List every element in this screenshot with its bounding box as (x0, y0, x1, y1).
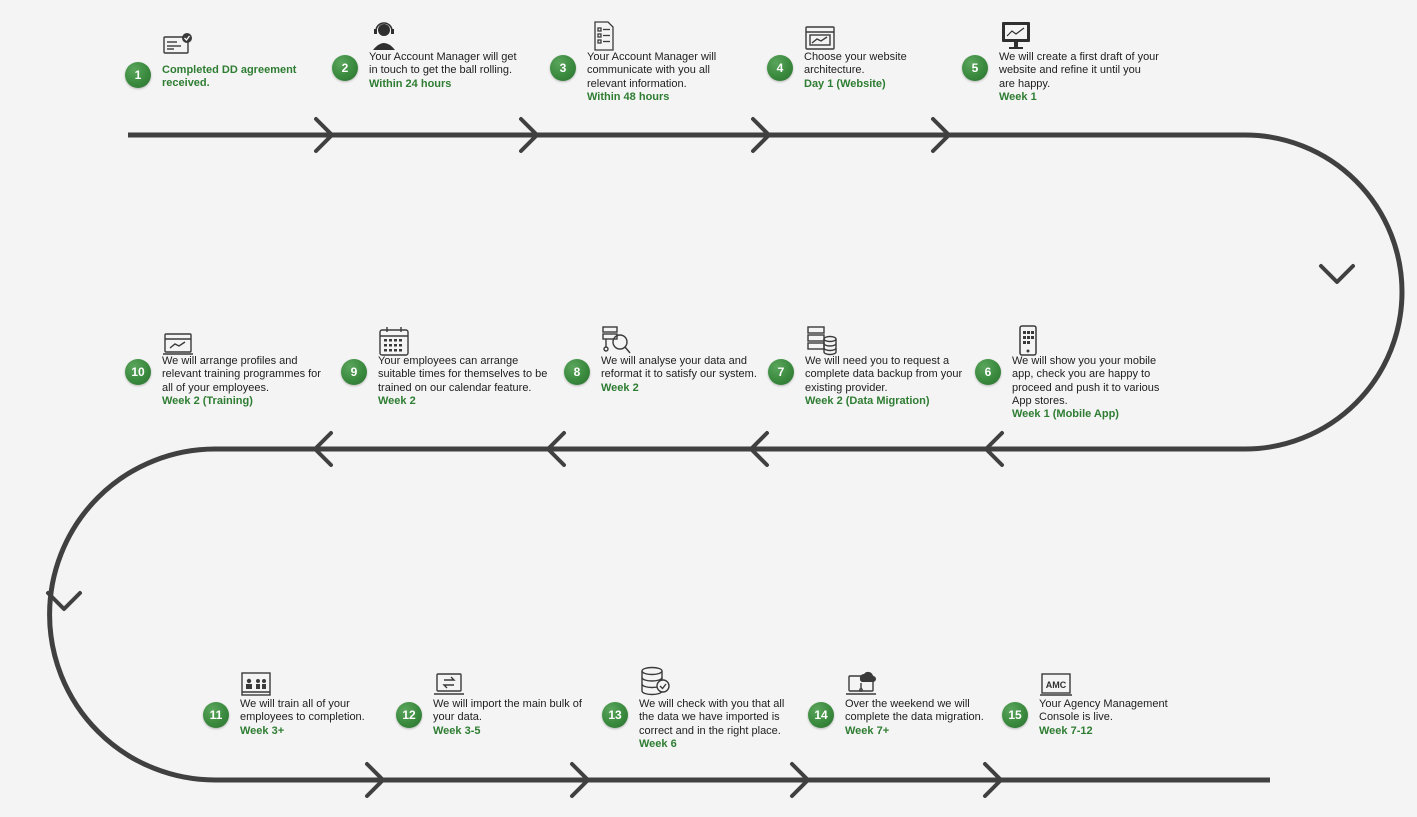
data-analysis-magnifier-icon (601, 325, 633, 355)
step-1-badge: 1 (125, 62, 151, 88)
step-4-description: Choose your website architecture. (804, 51, 907, 77)
step-12-description: We will import the main bulk of your dat… (433, 698, 582, 724)
amc-console-icon: AMC (1040, 671, 1072, 701)
step-7-description: We will need you to request a complete d… (805, 355, 963, 394)
step-12-timing: Week 3-5 (433, 724, 481, 737)
laptop-transfer-icon (433, 671, 465, 701)
arrow-left-chevron (546, 431, 566, 467)
arrow-down-chevron (46, 591, 82, 611)
step-11-timing: Week 3+ (240, 724, 285, 737)
arrow-right-chevron (570, 762, 590, 798)
step-3-timing: Within 48 hours (587, 90, 670, 103)
arrow-left-chevron (313, 431, 333, 467)
arrow-down-chevron (1319, 264, 1355, 284)
step-8-badge: 8 (564, 359, 590, 385)
step-10-timing: Week 2 (Training) (162, 394, 253, 407)
arrow-right-chevron (751, 117, 771, 153)
step-8-description: We will analyse your data and reformat i… (601, 355, 757, 381)
amc-icon-label: AMC (1046, 680, 1067, 690)
step-6-description: We will show you your mobile app, check … (1012, 355, 1160, 407)
step-2-description: Your Account Manager will get in touch t… (369, 51, 517, 77)
step-15-timing: Week 7-12 (1039, 724, 1093, 737)
step-9-timing: Week 2 (378, 394, 416, 407)
step-2-timing: Within 24 hours (369, 77, 452, 90)
arrow-left-chevron (984, 431, 1004, 467)
arrow-right-chevron (365, 762, 385, 798)
arrow-right-chevron (983, 762, 1003, 798)
step-9-description: Your employees can arrange suitable time… (378, 355, 548, 394)
website-browser-icon (804, 22, 836, 52)
step-9-badge: 9 (341, 359, 367, 385)
step-4-badge: 4 (767, 55, 793, 81)
step-15-badge: 15 (1002, 702, 1028, 728)
desktop-monitor-icon (1000, 20, 1032, 50)
step-6-timing: Week 1 (Mobile App) (1012, 408, 1119, 421)
server-database-icon (806, 325, 838, 356)
step-12-badge: 12 (396, 702, 422, 728)
account-manager-headset-icon (368, 20, 400, 50)
step-10-description: We will arrange profiles and relevant tr… (162, 355, 321, 394)
step-5-timing: Week 1 (999, 90, 1037, 103)
step-1-description: Completed DD agreement received. (162, 64, 297, 90)
step-14-description: Over the weekend we will complete the da… (845, 698, 984, 724)
step-14-badge: 14 (808, 702, 834, 728)
step-11-description: We will train all of your employees to c… (240, 698, 365, 724)
step-14-timing: Week 7+ (845, 724, 890, 737)
agreement-card-icon (162, 31, 194, 61)
arrow-right-chevron (931, 117, 951, 153)
step-8-timing: Week 2 (601, 381, 639, 394)
step-6-badge: 6 (975, 359, 1001, 385)
checklist-document-icon (588, 20, 620, 51)
mobile-phone-icon (1012, 325, 1044, 356)
calendar-icon (378, 326, 410, 356)
cloud-laptop-icon (846, 668, 878, 698)
step-4-timing: Day 1 (Website) (804, 77, 886, 90)
arrow-left-chevron (749, 431, 769, 467)
step-15-description: Your Agency Management Console is live. (1039, 698, 1168, 724)
step-3-description: Your Account Manager will communicate wi… (587, 51, 717, 90)
step-7-timing: Week 2 (Data Migration) (805, 394, 930, 407)
training-profile-screen-icon (162, 330, 194, 360)
step-10-badge: 10 (125, 359, 151, 385)
step-13-description: We will check with you that all the data… (639, 698, 785, 737)
step-11-badge: 11 (203, 702, 229, 728)
arrow-right-chevron (314, 117, 334, 153)
step-7-badge: 7 (768, 359, 794, 385)
step-13-timing: Week 6 (639, 737, 677, 750)
step-13-badge: 13 (602, 702, 628, 728)
step-5-description: We will create a first draft of your web… (999, 51, 1159, 90)
step-5-badge: 5 (962, 55, 988, 81)
database-check-icon (639, 666, 671, 696)
arrow-right-chevron (519, 117, 539, 153)
step-2-badge: 2 (332, 55, 358, 81)
team-training-board-icon (240, 671, 272, 701)
step-3-badge: 3 (550, 55, 576, 81)
arrow-right-chevron (790, 762, 810, 798)
